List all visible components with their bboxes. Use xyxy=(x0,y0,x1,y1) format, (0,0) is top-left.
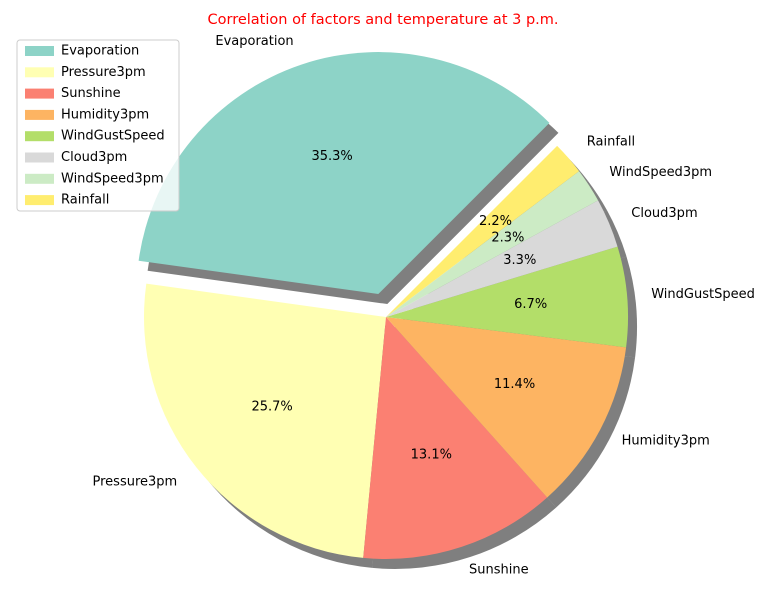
category-label-windspeed3pm: WindSpeed3pm xyxy=(609,165,712,180)
category-label-rainfall: Rainfall xyxy=(587,135,635,150)
percent-label-pressure3pm: 25.7% xyxy=(251,400,292,415)
legend-label-humidity3pm: Humidity3pm xyxy=(61,107,149,122)
slice-humidity3pm xyxy=(386,317,627,498)
legend-swatch-humidity3pm xyxy=(25,109,54,120)
slice-sunshine xyxy=(363,317,548,559)
percent-label-humidity3pm: 11.4% xyxy=(494,377,535,392)
legend-swatch-pressure3pm xyxy=(25,67,54,78)
percent-label-rainfall: 2.2% xyxy=(479,214,512,229)
legend-swatch-evaporation xyxy=(25,46,54,56)
slice-windgustspeed xyxy=(386,246,628,348)
percent-labels: 35.3% 25.7% 13.1% 11.4% 6.7% 3.3% 2.3% 2.2% xyxy=(251,149,547,463)
slice-evaporation xyxy=(138,52,550,295)
legend-label-sunshine: Sunshine xyxy=(61,86,121,101)
category-label-cloud3pm: Cloud3pm xyxy=(631,206,697,221)
legend-label-rainfall: Rainfall xyxy=(61,193,109,208)
legend-label-windspeed3pm: WindSpeed3pm xyxy=(61,171,164,186)
slice-windspeed3pm xyxy=(386,171,599,317)
legend: Evaporation Pressure3pm Sunshine Humidity3p… xyxy=(16,39,180,212)
pie-slices xyxy=(138,52,628,559)
category-label-humidity3pm: Humidity3pm xyxy=(622,433,710,448)
legend-label-windgustspeed: WindGustSpeed xyxy=(61,129,165,144)
legend-label-cloud3pm: Cloud3pm xyxy=(61,150,127,165)
slice-rainfall xyxy=(386,145,580,317)
percent-label-cloud3pm: 3.3% xyxy=(503,253,536,268)
category-labels: Evaporation Pressure3pm Sunshine Humidity3p… xyxy=(93,34,755,577)
chart-title: Correlation of factors and temperature a… xyxy=(208,12,559,28)
legend-swatch-windgustspeed xyxy=(25,131,54,142)
slice-cloud3pm xyxy=(386,200,618,317)
legend-swatch-windspeed3pm xyxy=(25,173,54,184)
legend-swatch-rainfall xyxy=(25,195,54,206)
percent-label-windgustspeed: 6.7% xyxy=(514,297,547,312)
category-label-windgustspeed: WindGustSpeed xyxy=(651,287,755,302)
percent-label-sunshine: 13.1% xyxy=(411,447,452,462)
category-label-evaporation: Evaporation xyxy=(215,34,293,49)
percent-label-evaporation: 35.3% xyxy=(311,149,352,164)
category-label-sunshine: Sunshine xyxy=(469,562,529,577)
legend-label-evaporation: Evaporation xyxy=(61,44,139,59)
percent-label-windspeed3pm: 2.3% xyxy=(491,231,524,246)
legend-label-pressure3pm: Pressure3pm xyxy=(61,65,146,80)
category-label-pressure3pm: Pressure3pm xyxy=(93,475,178,490)
legend-box xyxy=(16,39,180,212)
legend-swatch-cloud3pm xyxy=(25,152,54,163)
legend-swatch-sunshine xyxy=(25,88,54,99)
slice-pressure3pm xyxy=(143,283,386,558)
